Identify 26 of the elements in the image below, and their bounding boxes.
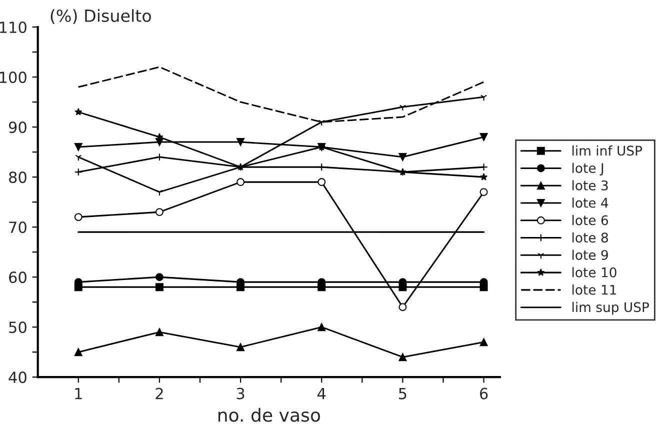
- legend-label: lote 9: [572, 250, 608, 260]
- legend-label: lote 8: [572, 232, 608, 243]
- x-tick-label: 2: [156, 388, 163, 400]
- legend-label: lote 4: [572, 198, 608, 208]
- y-tick-label: 80: [9, 172, 26, 184]
- x-tick-label: 3: [236, 388, 244, 400]
- x-tick-label: 4: [318, 388, 326, 400]
- legend-label: lote J: [572, 162, 604, 176]
- x-tick-label: 1: [75, 388, 82, 400]
- x-axis-title: no. de vaso: [218, 408, 320, 422]
- legend-label: lote 10: [572, 267, 616, 278]
- legend-label: lim sup USP: [572, 302, 649, 315]
- x-tick-label: 5: [399, 388, 406, 400]
- y-tick-label: 40: [8, 372, 26, 384]
- y-tick-label: 100: [0, 72, 26, 84]
- legend-label: lim inf USP: [572, 145, 642, 156]
- y-tick-label: 50: [9, 322, 26, 334]
- legend-label: lote 11: [572, 284, 616, 295]
- x-tick-label: 6: [480, 388, 488, 400]
- legend-label: lote 6: [572, 214, 608, 226]
- y-axis-title: (%) Disuelto: [50, 9, 151, 24]
- y-tick-label: 90: [8, 122, 26, 134]
- legend-label: lote 3: [572, 180, 608, 190]
- y-tick-label: 70: [9, 222, 26, 234]
- y-tick-label: 110: [0, 21, 26, 34]
- y-tick-label: 60: [9, 272, 26, 284]
